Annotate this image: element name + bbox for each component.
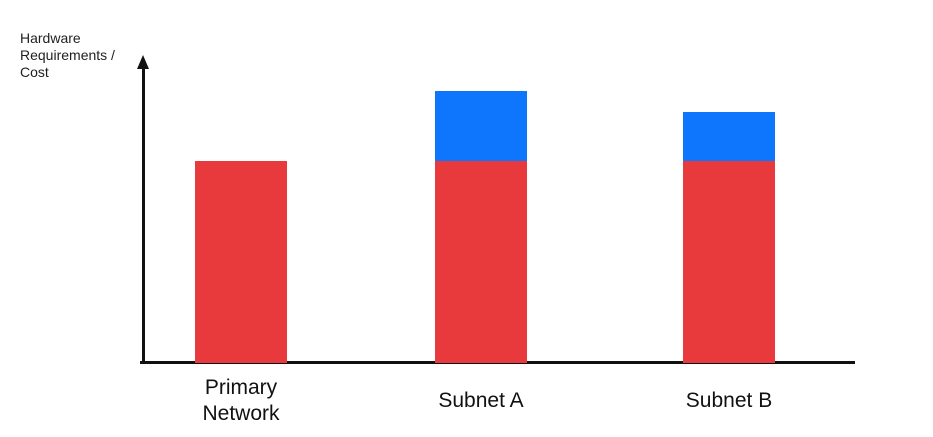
category-label: Subnet B [685,389,773,412]
category-label: Subnet A [438,389,524,412]
y-axis-line [142,66,145,364]
bar-segment-red [683,161,775,363]
bar-segment-blue [683,112,775,161]
category-label: Primary Network [202,376,280,425]
y-axis-label: Hardware Requirements / Cost [20,30,115,80]
y-axis-arrowhead-icon [137,55,149,69]
bar-segment-blue [435,91,527,161]
bar-segment-red [435,161,527,363]
bar-segment-red [195,161,287,363]
